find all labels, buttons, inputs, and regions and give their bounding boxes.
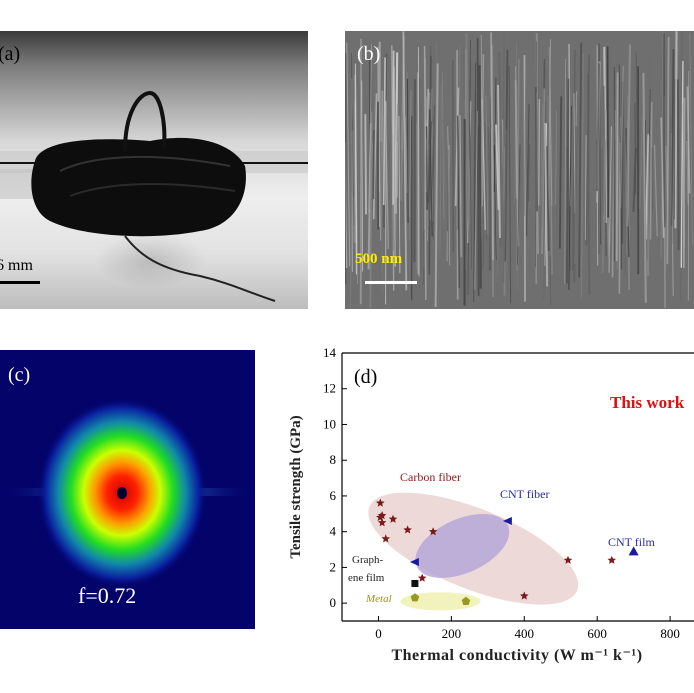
x-axis-label: Thermal conductivity (W m⁻¹ k⁻¹) xyxy=(391,647,642,664)
carbon-fiber-point xyxy=(607,555,616,564)
carbon-fiber-point xyxy=(376,512,385,521)
y-tick-label: 0 xyxy=(330,595,337,610)
cnt-fiber-point xyxy=(502,516,512,525)
cnt-fiber-label: CNT fiber xyxy=(500,487,549,501)
x-tick-label: 200 xyxy=(442,626,462,641)
carbon-fiber-point xyxy=(520,591,529,600)
sem-texture xyxy=(345,31,693,309)
y-tick-label: 2 xyxy=(330,559,337,574)
diffraction-pattern xyxy=(0,398,255,588)
y-tick-label: 14 xyxy=(323,345,337,360)
metal-point xyxy=(461,596,471,605)
carbon-fiber-label: Carbon fiber xyxy=(400,470,461,484)
cnt-fiber-point xyxy=(409,558,419,567)
metal-point xyxy=(410,593,420,602)
y-tick-label: 12 xyxy=(323,381,336,396)
carbon-fiber-point xyxy=(377,511,387,520)
carbon-fiber-point xyxy=(417,573,427,582)
metal-label: Metal xyxy=(365,593,392,605)
graph-ene-film-label: Graph-ene film xyxy=(348,554,385,584)
carbon-fiber-point xyxy=(377,518,387,527)
x-tick-label: 0 xyxy=(375,626,382,641)
y-tick-label: 10 xyxy=(323,416,336,431)
panel-b-scale-label: 500 nm xyxy=(355,251,403,267)
carbon-fiber-point xyxy=(381,534,390,543)
carbon-fiber-point xyxy=(563,555,573,564)
carbon-fiber-point xyxy=(388,514,398,523)
y-tick-label: 8 xyxy=(330,452,337,467)
panel-c-diffraction: (c) f=0.72 xyxy=(0,350,255,629)
carbon-fiber-point xyxy=(376,498,385,507)
panel-d-label: (d) xyxy=(354,366,377,388)
this-work-label: This work xyxy=(610,393,685,412)
fiber-spool-photo xyxy=(0,90,308,302)
panel-c-label: (c) xyxy=(8,364,31,386)
panel-a-scale-label: 6 mm xyxy=(0,257,33,274)
panel-b-sem-image: (b) 500 nm xyxy=(345,31,694,309)
panel-a-label: (a) xyxy=(0,43,21,65)
y-tick-label: 6 xyxy=(330,488,337,503)
x-tick-label: 400 xyxy=(515,626,535,641)
cnt-film-point xyxy=(628,546,639,556)
panel-a-photo: (a) 6 mm xyxy=(0,31,308,309)
x-tick-label: 600 xyxy=(587,626,607,641)
y-axis-label: Tensile strength (GPa) xyxy=(288,415,304,558)
panel-b-scale-bar xyxy=(365,281,417,284)
metal-region xyxy=(400,592,481,611)
cnt-film-label: CNT film xyxy=(608,535,655,549)
graph-ene-film-point xyxy=(411,579,419,587)
carbon-fiber-point xyxy=(403,525,412,534)
panel-b-label: (b) xyxy=(357,43,381,65)
y-tick-label: 4 xyxy=(330,524,337,539)
cnt-fiber-region xyxy=(415,513,510,578)
panel-d-chart: 020040060080010002468101214Thermal condu… xyxy=(288,345,694,664)
x-tick-label: 800 xyxy=(660,626,680,641)
orientation-factor-label: f=0.72 xyxy=(78,583,137,608)
carbon-fiber-point xyxy=(428,527,438,536)
